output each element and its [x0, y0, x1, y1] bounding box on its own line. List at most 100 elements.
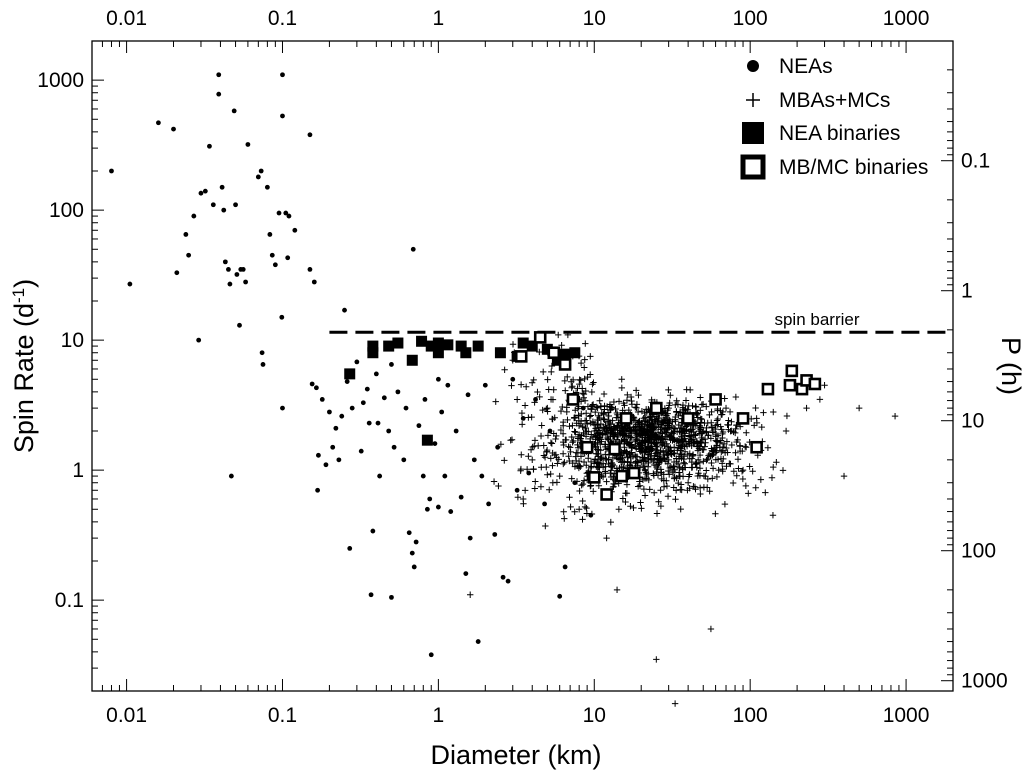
nea-point [381, 395, 387, 401]
mba-point [549, 462, 556, 469]
mba-point [578, 432, 585, 439]
legend-plus-icon [746, 93, 760, 107]
nea-point [228, 473, 234, 479]
mba-point [559, 403, 566, 411]
nea-point [280, 405, 285, 411]
mba-point [528, 379, 536, 387]
mba-point [694, 414, 701, 421]
mba-point [540, 368, 547, 376]
legend-item: MB/MC binaries [740, 154, 928, 180]
x-top-tick-label: 10 [583, 7, 606, 30]
mba-point [603, 478, 610, 485]
nea-point [272, 262, 278, 268]
mba-point [667, 432, 675, 440]
mba-point [719, 443, 727, 451]
mba-point [712, 422, 720, 429]
mba-point [673, 438, 680, 445]
mba-point [703, 484, 711, 491]
mba-point [700, 458, 707, 465]
mba-point [537, 432, 545, 440]
mba-point [627, 503, 634, 510]
mba-point [583, 510, 591, 517]
mba-point [660, 471, 667, 478]
nea-binary-point [406, 354, 418, 366]
mba-point [682, 397, 690, 404]
mba-point [665, 418, 673, 426]
mba-point [600, 390, 608, 398]
mba-point [583, 504, 590, 512]
mb-binary-point [761, 382, 775, 396]
mba-point [648, 456, 655, 463]
mba-point [559, 450, 567, 457]
mba-point [670, 424, 678, 432]
mba-point [641, 437, 648, 445]
nea-point [330, 444, 336, 450]
nea-point [411, 564, 417, 570]
nea-binary-point [367, 347, 379, 359]
nea-point [413, 539, 419, 545]
mba-point [712, 437, 719, 444]
mba-point [655, 414, 662, 422]
mba-point [674, 437, 681, 444]
mba-point [654, 417, 661, 425]
mba-point [696, 424, 703, 432]
mba-point [707, 625, 715, 633]
mba-point [770, 463, 777, 471]
nea-point [309, 381, 315, 387]
mba-point [546, 486, 553, 493]
nea-point [475, 639, 481, 644]
mb-binary-point [650, 401, 663, 415]
mba-point [597, 454, 604, 462]
mba-point [714, 405, 721, 413]
mba-point [580, 458, 588, 466]
mba-point [663, 412, 670, 419]
mba-point [665, 456, 672, 464]
mba-point [641, 466, 649, 473]
mba-point [701, 435, 709, 443]
mb-binary-point [785, 364, 799, 378]
mba-point [531, 485, 539, 492]
mba-point [749, 468, 756, 475]
nea-point [368, 592, 374, 598]
nea-binary-point [460, 347, 472, 359]
mba-point [569, 459, 576, 467]
nea-binary-point [416, 335, 428, 347]
mba-point [574, 405, 582, 412]
y-tick-label: 1000 [37, 69, 84, 92]
x-top-tick-label: 100 [733, 7, 768, 30]
mba-point [673, 397, 680, 404]
nea-point [316, 452, 321, 458]
mba-point [637, 423, 645, 431]
nea-point [580, 405, 586, 411]
mba-point [657, 466, 665, 473]
mba-point [652, 443, 660, 450]
nea-point [463, 571, 469, 576]
mba-point [679, 401, 687, 409]
mba-point [529, 456, 536, 464]
mba-point [590, 379, 597, 386]
mba-point [670, 462, 678, 470]
mba-point [704, 455, 711, 463]
nea-point [557, 593, 563, 599]
mba-point [604, 435, 612, 443]
mba-point [696, 451, 704, 459]
nea-point [500, 574, 506, 580]
mb-binary-point [547, 346, 561, 360]
mba-point [628, 434, 635, 441]
nea-point [389, 362, 394, 367]
mba-point [551, 414, 558, 421]
y2-tick-label: 100 [961, 540, 996, 563]
mba-point [667, 463, 675, 471]
mba-point [696, 465, 704, 472]
mba-point [626, 450, 634, 457]
mba-point [587, 482, 594, 490]
nea-point [572, 480, 578, 486]
nea-point [216, 91, 222, 97]
mba-point [663, 477, 670, 484]
nea-point [243, 279, 249, 285]
mba-point [715, 466, 722, 474]
mba-point [559, 430, 567, 437]
mba-point [578, 482, 585, 489]
nea-point [366, 420, 372, 426]
mba-point [697, 424, 704, 431]
